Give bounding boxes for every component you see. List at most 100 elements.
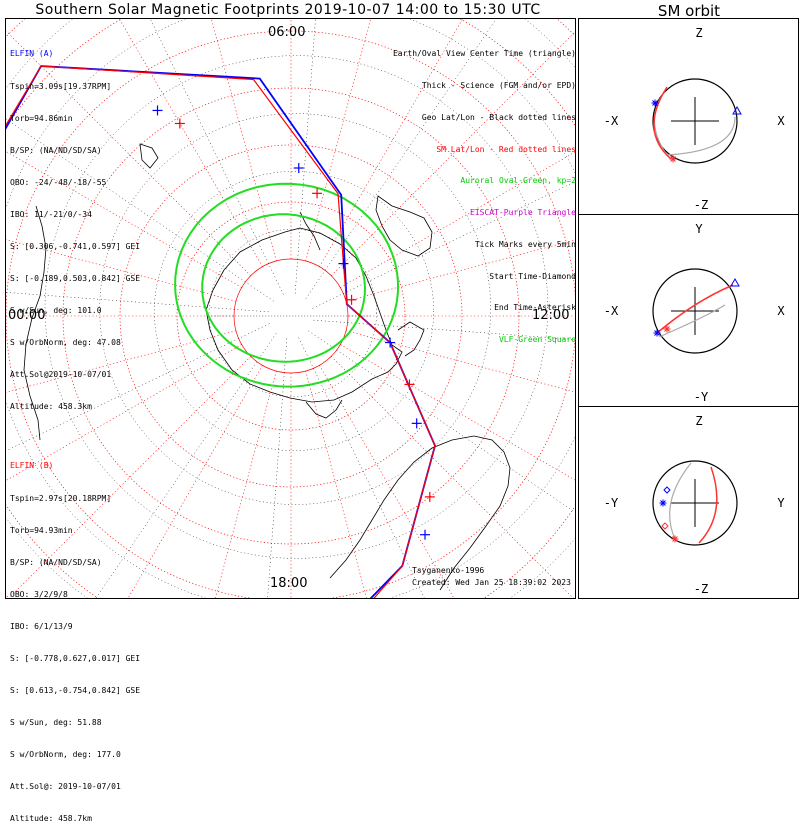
elfin-a-info: ELFIN (A) Tspin=3.09s[19.37RPM] Torb=94.… xyxy=(10,28,140,424)
auroral-oval-poleward xyxy=(201,213,367,363)
sm-meridian xyxy=(6,151,242,288)
orbit-triangle xyxy=(730,277,740,287)
geo-meridian xyxy=(298,337,425,598)
sm-meridian xyxy=(119,19,263,267)
elfin-b-line: Att.Sol@: 2019-10-07/01 xyxy=(10,782,121,792)
legend-entry: VLF-Green Square xyxy=(498,335,576,345)
legend-entry: End Time-Asterisk xyxy=(494,303,576,313)
orbit-asterisk xyxy=(663,325,671,333)
model-credit: Tsyganenko-1996 xyxy=(412,566,485,575)
elfin-b-line: S w/OrbNorm, deg: 177.0 xyxy=(10,750,121,760)
elfin-a-line: OBO: -24/-48/-18/-55 xyxy=(10,177,107,187)
elfin-b-name: ELFIN (B) xyxy=(10,461,54,471)
asterisk-stroke xyxy=(660,500,666,506)
elfin-b-tick-mark xyxy=(424,491,435,502)
elfin-a-tick-mark xyxy=(293,163,304,174)
elfin-b-tick-mark xyxy=(404,379,415,390)
elfin-b-info: ELFIN (B) Tspin=2.97s[20.18RPM] Torb=94.… xyxy=(10,440,140,836)
geo-latitude-ring xyxy=(208,228,377,398)
sm-meridian xyxy=(6,30,251,276)
elfin-a-line: IBO: 11/-21/0/-34 xyxy=(10,209,92,219)
new-zealand-coastline xyxy=(299,211,321,251)
orbit-axis-label-right: Y xyxy=(777,496,785,510)
orbit-gray xyxy=(669,462,692,540)
orbit-axis-label-bottom: -Y xyxy=(694,390,709,404)
elfin-b-tick-mark xyxy=(174,118,185,129)
polar-map xyxy=(6,19,575,598)
elfin-a-line: Att.Sol@2019-10-07/01 xyxy=(10,370,112,380)
elfin-b-line: Torb=94.93min xyxy=(10,525,73,535)
footprint-tracks xyxy=(6,65,436,598)
orbit-axis-label-bottom: -Z xyxy=(694,198,708,212)
orbit-panel-3: Z -Z -Y Y xyxy=(604,414,786,596)
coordinate-grid xyxy=(6,19,575,598)
antarctica-coastline xyxy=(205,227,403,403)
elfin-b-line: S: [-0.778,0.627,0.017] GEI xyxy=(10,653,141,663)
sm-latitude-ring xyxy=(119,144,463,488)
orbit-diamond xyxy=(661,522,669,530)
sm-meridian xyxy=(215,370,277,598)
created-timestamp: Created: Wed Jan 25 18:39:02 2023 xyxy=(412,578,571,587)
auroral-oval xyxy=(174,182,400,388)
orbit-axis-label-top: Z xyxy=(695,414,702,428)
sm-meridian xyxy=(340,344,575,481)
elfin-a-tick-mark xyxy=(411,418,422,429)
orbit-diamond xyxy=(663,486,671,494)
orbit-axis-label-right: X xyxy=(777,114,785,128)
sm-meridian xyxy=(127,365,263,598)
madagascar-coastline xyxy=(139,143,159,169)
elfin-a-name: ELFIN (A) xyxy=(10,49,54,59)
orbit-axis-label-right: X xyxy=(777,304,785,318)
elfin-b-tick-mark xyxy=(312,188,323,199)
elfin-b-line: OBO: 3/2/9/8 xyxy=(10,589,68,599)
sm-latitude-ring xyxy=(62,87,520,545)
elfin-b-line: IBO: 6/1/13/9 xyxy=(10,621,73,631)
elfin-a-line: B/SP: (NA/ND/SD/SA) xyxy=(10,145,102,155)
elfin-a-line: S w/OrbNorm, deg: 47.08 xyxy=(10,338,121,348)
legend-entry: Start Time-Diamond xyxy=(489,271,576,281)
figure-frame: Z -Z -X X Y -Y -X X Z -Z -Y Y xyxy=(5,18,799,599)
sm-meridian xyxy=(319,365,455,598)
asterisk-stroke xyxy=(652,100,658,106)
orbit-triangle xyxy=(732,105,742,115)
sm-orbit-panels: Z -Z -X X Y -Y -X X Z -Z -Y Y xyxy=(604,26,786,596)
sm-meridian xyxy=(319,19,463,267)
orbit-axis-label-left: -Y xyxy=(604,496,619,510)
elfin-b-track xyxy=(6,65,436,598)
elfin-b-line: Altitude: 458.7km xyxy=(10,814,92,824)
sm-meridian xyxy=(305,19,371,262)
ross-ice-shelf-edge xyxy=(305,399,343,419)
auroral-oval-equatorward xyxy=(174,182,400,388)
orbit-panel-2: Y -Y -X X xyxy=(604,222,786,404)
geo-latitude-ring xyxy=(154,171,434,451)
orbit-axis-label-left: -X xyxy=(604,304,619,318)
geo-latitude-ring xyxy=(99,113,491,505)
elfin-a-tick-mark xyxy=(338,258,349,269)
geo-meridian xyxy=(267,338,288,598)
sm-meridian xyxy=(340,151,575,288)
orbit-axis-label-top: Y xyxy=(695,222,703,236)
asterisk-stroke xyxy=(670,156,676,162)
orbit-panel-1: Z -Z -X X xyxy=(604,26,786,212)
antarctic-peninsula-coastline xyxy=(397,321,425,357)
orbit-asterisk xyxy=(671,535,679,543)
plot-title: Southern Solar Magnetic Footprints 2019-… xyxy=(35,2,541,18)
legend-entry: Tick Marks every 5min xyxy=(474,239,576,249)
elfin-a-line: Altitude: 458.3km xyxy=(10,402,92,412)
orbit-red xyxy=(653,86,672,160)
mlt-label-12: 12:00 xyxy=(532,308,570,323)
orbit-axis-label-bottom: -Z xyxy=(694,582,708,596)
south-america-coastline xyxy=(329,435,511,591)
sm-latitude-ring xyxy=(176,201,406,431)
mlt-label-06: 06:00 xyxy=(268,25,306,40)
earth-circle xyxy=(652,460,738,546)
legend: Earth/Oval View Center Time (triangle) T… xyxy=(393,28,576,356)
orbit-axis-label-top: Z xyxy=(695,26,702,40)
elfin-b-line: B/SP: (NA/ND/SD/SA) xyxy=(10,557,102,567)
elfin-a-tick-mark xyxy=(152,105,163,116)
legend-entry: Geo Lat/Lon - Black dotted lines xyxy=(421,112,576,122)
geo-latitude-ring xyxy=(44,55,549,559)
orbit-title: SM orbit xyxy=(657,2,721,20)
legend-entry: Auroral Oval-Green, kp=2 xyxy=(460,176,576,186)
geo-meridian xyxy=(308,330,575,513)
